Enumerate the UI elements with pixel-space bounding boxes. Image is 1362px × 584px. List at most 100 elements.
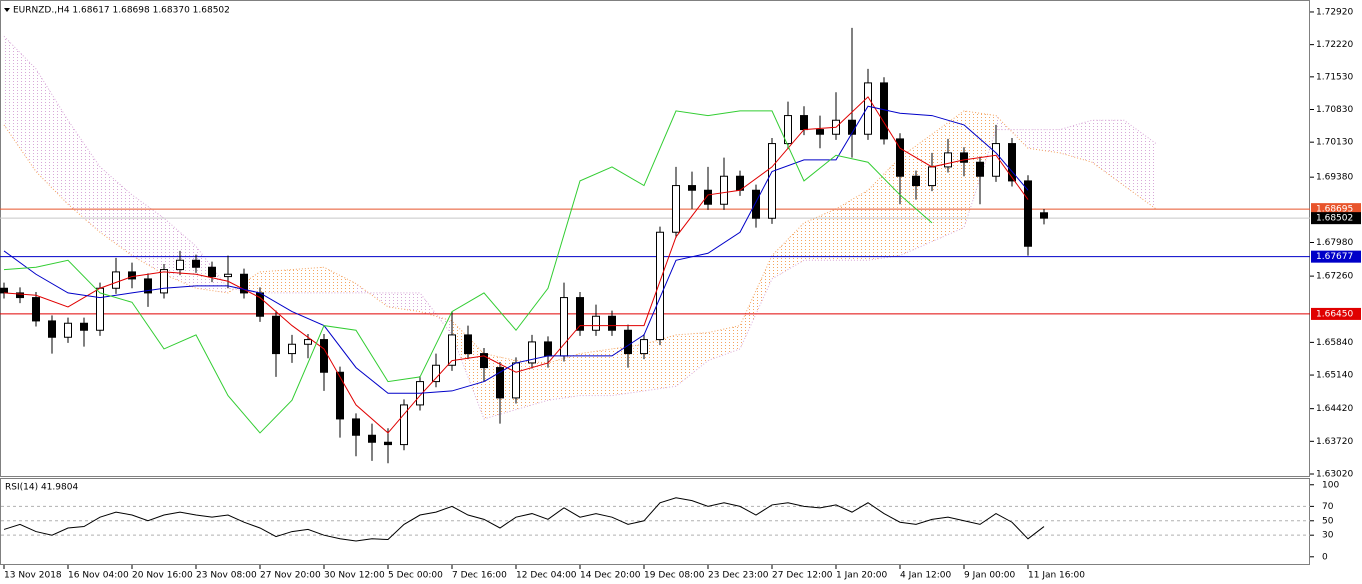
cloud-segment <box>68 120 100 233</box>
candle-body <box>896 138 904 177</box>
candle-body <box>400 404 408 446</box>
candle-body <box>192 259 200 268</box>
cloud-segment <box>1092 120 1124 186</box>
x-tick-label: 23 Nov 08:00 <box>196 571 257 581</box>
x-tick-label: 13 Nov 2018 <box>4 571 62 581</box>
y-tick-label: 70 <box>1322 502 1334 512</box>
y-tick-label: 1.64420 <box>1316 404 1353 414</box>
price-level-label: 1.68695 <box>1316 205 1353 215</box>
y-tick-label: 100 <box>1322 480 1339 490</box>
y-tick-label: 1.67980 <box>1316 238 1353 248</box>
chart-title: EURNZD.,H4 1.68617 1.68698 1.68370 1.685… <box>13 6 230 16</box>
candle-body <box>320 339 328 373</box>
candle-body <box>144 278 152 294</box>
candle-body <box>816 129 824 135</box>
cloud-segment <box>676 332 708 387</box>
candle-body <box>624 329 632 355</box>
candle-body <box>880 82 888 140</box>
candle-body <box>496 367 504 399</box>
candle-body <box>336 371 344 420</box>
cloud-segment <box>132 194 164 275</box>
y-tick-label: 1.70130 <box>1316 138 1353 148</box>
cloud-segment <box>452 320 484 419</box>
x-tick-label: 4 Jan 12:00 <box>900 571 952 581</box>
cloud-segment <box>292 267 324 293</box>
candle-body <box>576 297 584 331</box>
candle-body <box>160 269 168 294</box>
cloud-segment <box>388 292 420 312</box>
price-level-label: 1.66450 <box>1316 309 1353 319</box>
menu-arrow[interactable] <box>4 8 10 12</box>
price-level-tag <box>1311 307 1361 320</box>
candle-body <box>112 271 120 289</box>
x-tick-label: 14 Dec 20:00 <box>580 571 641 581</box>
candle-body <box>64 322 72 338</box>
x-tick-label: 11 Jan 16:00 <box>1028 571 1085 581</box>
candle-body <box>912 175 920 187</box>
indicator-line <box>3 96 1029 434</box>
candle-body <box>96 287 104 331</box>
x-tick-label: 27 Nov 20:00 <box>260 571 321 581</box>
cloud-segment <box>804 208 836 261</box>
x-tick-label: 23 Dec 23:00 <box>708 571 769 581</box>
candle-body <box>704 189 712 205</box>
y-tick-label: 1.65840 <box>1316 338 1353 348</box>
y-tick-label: 50 <box>1322 516 1334 526</box>
candle-body <box>272 315 280 355</box>
candle-body <box>384 441 392 446</box>
candle-body <box>464 334 472 355</box>
y-tick-label: 1.63020 <box>1316 469 1353 479</box>
candle-body <box>128 271 136 280</box>
y-tick-label: 1.63720 <box>1316 437 1353 447</box>
candle-body <box>240 273 248 294</box>
cloud-segment <box>1124 120 1156 209</box>
cloud-edge <box>3 110 1157 364</box>
candle-body <box>592 315 600 331</box>
candle-body <box>544 341 552 357</box>
candle-body <box>224 273 232 278</box>
candle-body <box>208 266 216 278</box>
candle-body <box>608 315 616 331</box>
cloud-segment <box>324 267 356 293</box>
cloud-segment <box>612 344 644 396</box>
y-tick-label: 30 <box>1322 531 1334 541</box>
x-tick-label: 5 Dec 00:00 <box>388 571 443 581</box>
candle-body <box>1008 143 1016 182</box>
y-tick-label: 1.67260 <box>1316 272 1353 282</box>
cloud-segment <box>4 36 36 172</box>
cloud-segment <box>708 325 740 361</box>
cloud-segment <box>836 190 868 261</box>
rsi-title: RSI(14) 41.9804 <box>5 483 78 493</box>
candle-body <box>928 166 936 187</box>
cloud-segment <box>260 269 292 293</box>
x-tick-label: 19 Dec 08:00 <box>644 571 705 581</box>
candle-body <box>720 175 728 205</box>
price-panel <box>0 0 1310 477</box>
x-tick-label: 20 Nov 16:00 <box>132 571 193 581</box>
candle-body <box>944 152 952 168</box>
candle-body <box>0 287 8 294</box>
y-tick-label: 1.72920 <box>1316 7 1353 17</box>
y-tick-label: 0 <box>1322 552 1328 562</box>
candle-body <box>976 161 984 177</box>
indicator-line <box>3 110 933 434</box>
cloud-segment <box>36 68 68 205</box>
indicator-line <box>3 105 1029 394</box>
cloud-segment <box>516 360 548 410</box>
price-level-label: 1.67677 <box>1316 252 1353 262</box>
candle-body <box>288 343 296 355</box>
candle-body <box>368 434 376 443</box>
price-level-tag <box>1311 203 1361 216</box>
cloud-segment <box>100 166 132 256</box>
candle-body <box>432 364 440 383</box>
candle-body <box>304 339 312 345</box>
plot-layer <box>0 27 1310 542</box>
candle-body <box>32 297 40 322</box>
x-tick-label: 30 Nov 12:00 <box>324 571 385 581</box>
candle-body <box>48 320 56 338</box>
price-level-tag <box>1311 250 1361 263</box>
cloud-segment <box>996 115 1028 149</box>
candle-body <box>1024 180 1032 247</box>
